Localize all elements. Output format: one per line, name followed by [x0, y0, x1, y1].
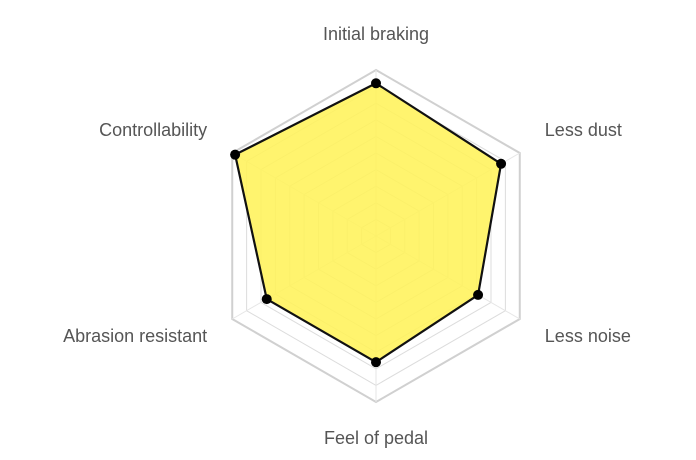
- axis-label-less-dust: Less dust: [545, 120, 622, 140]
- axis-label-feel-of-pedal: Feel of pedal: [324, 428, 428, 448]
- series-area-layer: [234, 82, 503, 364]
- series-area: [234, 82, 503, 364]
- data-point-less-noise[interactable]: [473, 289, 484, 300]
- data-points: [230, 78, 507, 368]
- data-point-controllability[interactable]: [230, 149, 241, 160]
- axis-labels: Initial braking Less dust Less noise Fee…: [63, 24, 631, 448]
- data-point-feel-of-pedal[interactable]: [371, 357, 381, 368]
- data-point-abrasion-resistant[interactable]: [261, 294, 272, 305]
- axis-label-controllability: Controllability: [99, 120, 207, 140]
- axis-label-less-noise: Less noise: [545, 326, 631, 346]
- data-point-initial-braking[interactable]: [371, 78, 381, 89]
- axis-label-abrasion-resistant: Abrasion resistant: [63, 326, 207, 346]
- data-point-less-dust[interactable]: [496, 158, 507, 169]
- axis-label-initial-braking: Initial braking: [323, 24, 429, 44]
